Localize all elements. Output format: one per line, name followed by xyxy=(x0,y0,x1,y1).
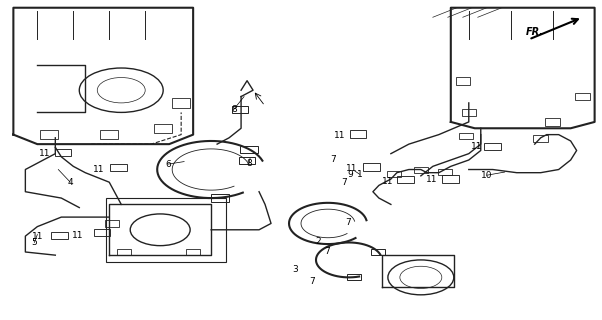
Bar xyxy=(347,274,361,280)
Text: 6: 6 xyxy=(165,160,171,169)
Bar xyxy=(232,106,247,113)
Text: FR.: FR. xyxy=(526,27,544,37)
Text: 7: 7 xyxy=(309,277,315,286)
Bar xyxy=(101,130,118,140)
Text: 5: 5 xyxy=(31,238,37,247)
Bar xyxy=(239,157,255,164)
Bar xyxy=(105,220,119,227)
Bar xyxy=(350,131,366,138)
Bar xyxy=(545,118,560,126)
Text: 2: 2 xyxy=(315,237,321,246)
Text: 11: 11 xyxy=(72,231,84,240)
Text: 7: 7 xyxy=(324,246,330,256)
Bar xyxy=(172,98,190,108)
Bar xyxy=(211,194,229,202)
Text: 11: 11 xyxy=(346,164,357,173)
Text: 7: 7 xyxy=(330,155,336,164)
Bar xyxy=(456,77,470,84)
Text: 11: 11 xyxy=(471,142,482,151)
Text: 11: 11 xyxy=(334,131,346,140)
Bar xyxy=(364,164,380,171)
Bar xyxy=(186,249,200,255)
Bar xyxy=(438,169,452,175)
Text: 8: 8 xyxy=(231,105,237,114)
Bar xyxy=(576,93,590,100)
Bar xyxy=(154,124,172,133)
Text: 7: 7 xyxy=(341,178,347,187)
Bar xyxy=(485,143,501,150)
Bar xyxy=(371,249,385,255)
Bar xyxy=(51,232,68,239)
Bar xyxy=(459,133,473,140)
Text: 9: 9 xyxy=(348,171,353,180)
Text: 11: 11 xyxy=(39,149,51,158)
Bar xyxy=(55,148,72,156)
Bar xyxy=(386,171,401,177)
Bar xyxy=(442,175,459,183)
Bar xyxy=(397,176,414,183)
Bar xyxy=(414,167,428,173)
Bar xyxy=(110,164,127,171)
Text: 11: 11 xyxy=(31,232,43,241)
Bar xyxy=(533,135,548,142)
Bar xyxy=(240,146,258,153)
Bar xyxy=(117,249,131,255)
Bar xyxy=(94,229,110,236)
Text: 3: 3 xyxy=(292,265,298,274)
Text: 8: 8 xyxy=(246,159,252,168)
Text: 4: 4 xyxy=(67,178,73,187)
Text: 11: 11 xyxy=(382,177,393,186)
Text: 10: 10 xyxy=(481,171,492,180)
Text: 7: 7 xyxy=(345,218,350,227)
Bar xyxy=(106,198,226,261)
Text: 11: 11 xyxy=(93,165,104,174)
Bar xyxy=(462,108,476,116)
Text: 1: 1 xyxy=(357,170,362,179)
Text: 11: 11 xyxy=(426,175,438,185)
Bar xyxy=(40,130,58,140)
